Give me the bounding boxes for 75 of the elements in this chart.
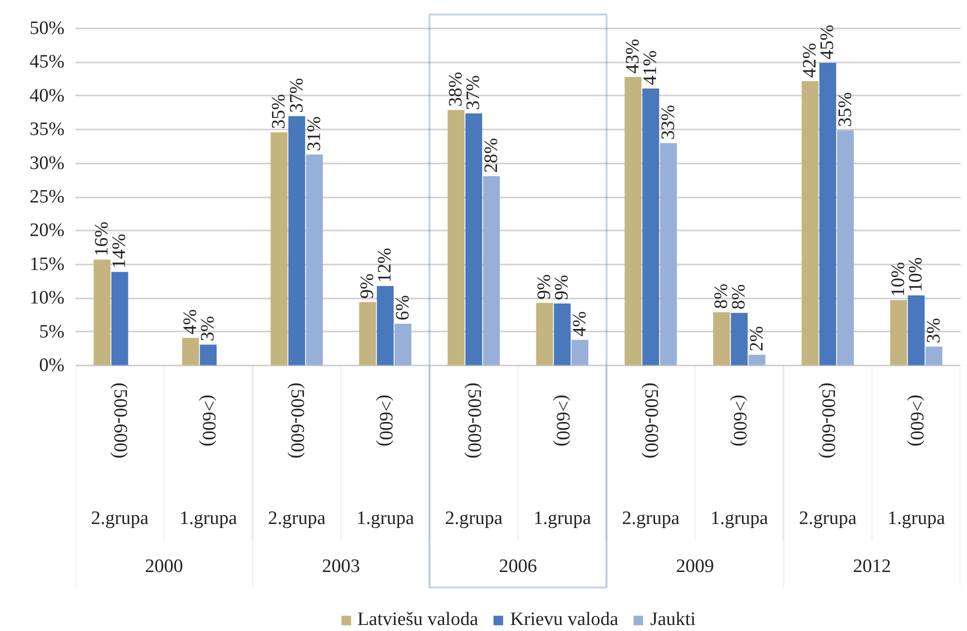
data-label: 2% bbox=[746, 326, 768, 352]
text: 2.grupa bbox=[622, 508, 680, 529]
x-tick-label: (500-600) bbox=[640, 382, 662, 458]
bar bbox=[748, 354, 766, 366]
bar bbox=[359, 302, 376, 366]
bar bbox=[306, 154, 323, 366]
bar bbox=[465, 113, 482, 366]
data-label: 6% bbox=[392, 294, 414, 320]
y-tick-label: 10% bbox=[30, 288, 65, 309]
bar bbox=[288, 116, 306, 366]
x-tick-label: (500-600) bbox=[817, 382, 838, 458]
y-tick-label: 20% bbox=[30, 220, 65, 242]
text: 1.grupa bbox=[710, 508, 769, 529]
y-tick-label: 45% bbox=[30, 52, 65, 73]
text: 2012 bbox=[853, 556, 891, 577]
data-label: 4% bbox=[569, 311, 590, 337]
bar bbox=[270, 132, 288, 366]
y-tick-label: 35% bbox=[30, 119, 65, 140]
text: 2003 bbox=[322, 556, 360, 577]
bar bbox=[111, 272, 128, 366]
data-label: 33% bbox=[658, 104, 679, 140]
bar bbox=[448, 110, 464, 366]
bar bbox=[554, 303, 571, 366]
x-tick-label: (>600) bbox=[906, 394, 927, 446]
text: 2.grupa bbox=[90, 508, 150, 529]
y-tick-label: 15% bbox=[30, 254, 65, 275]
text: 2.grupa bbox=[798, 508, 858, 529]
text: 2009 bbox=[676, 556, 714, 577]
y-tick-label: 40% bbox=[30, 85, 65, 106]
bar bbox=[200, 344, 217, 366]
bar bbox=[660, 143, 677, 366]
bar bbox=[94, 260, 110, 366]
bar bbox=[536, 302, 553, 366]
data-label: 35% bbox=[834, 92, 856, 127]
text: 2000 bbox=[145, 556, 183, 577]
x-tick-label: (>600) bbox=[728, 394, 750, 446]
bar bbox=[182, 338, 199, 366]
bar bbox=[713, 312, 730, 366]
x-tick-label: (500-600) bbox=[109, 382, 130, 458]
bar bbox=[908, 295, 925, 366]
bar bbox=[730, 312, 748, 366]
x-tick-label: (>600) bbox=[374, 394, 396, 446]
bar bbox=[890, 300, 907, 366]
data-label: 3% bbox=[923, 318, 944, 344]
y-tick-label: 25% bbox=[30, 186, 65, 208]
bar bbox=[376, 286, 394, 366]
bar bbox=[926, 346, 942, 366]
bar bbox=[483, 176, 500, 366]
data-label: 31% bbox=[304, 116, 325, 152]
y-tick-label: 30% bbox=[30, 152, 65, 174]
data-label: 28% bbox=[480, 138, 502, 173]
legend-label: Krievu valoda bbox=[510, 609, 618, 631]
text: 1.grupa bbox=[179, 508, 238, 529]
text: 1.grupa bbox=[887, 508, 946, 529]
bar bbox=[837, 130, 854, 366]
y-tick-label: 0% bbox=[39, 355, 65, 376]
text: 2.grupa bbox=[444, 508, 504, 529]
bar bbox=[572, 340, 588, 366]
y-tick-label: 5% bbox=[39, 321, 65, 342]
bar bbox=[802, 81, 818, 366]
text: 2.grupa bbox=[268, 508, 326, 529]
text: 1.grupa bbox=[356, 508, 415, 529]
x-tick-label: (>600) bbox=[198, 394, 219, 446]
bar bbox=[642, 88, 660, 366]
text: 2006 bbox=[499, 556, 537, 577]
legend-label: Latviešu valoda bbox=[357, 609, 478, 631]
x-tick-label: (500-600) bbox=[463, 382, 484, 458]
bar bbox=[394, 324, 412, 366]
legend-label: Jaukti bbox=[650, 609, 696, 631]
y-tick-label: 50% bbox=[30, 18, 65, 39]
bar bbox=[624, 77, 642, 366]
x-tick-label: (>600) bbox=[552, 394, 573, 446]
bar bbox=[819, 62, 836, 366]
x-tick-label: (500-600) bbox=[286, 382, 308, 458]
text: 1.grupa bbox=[533, 508, 592, 529]
